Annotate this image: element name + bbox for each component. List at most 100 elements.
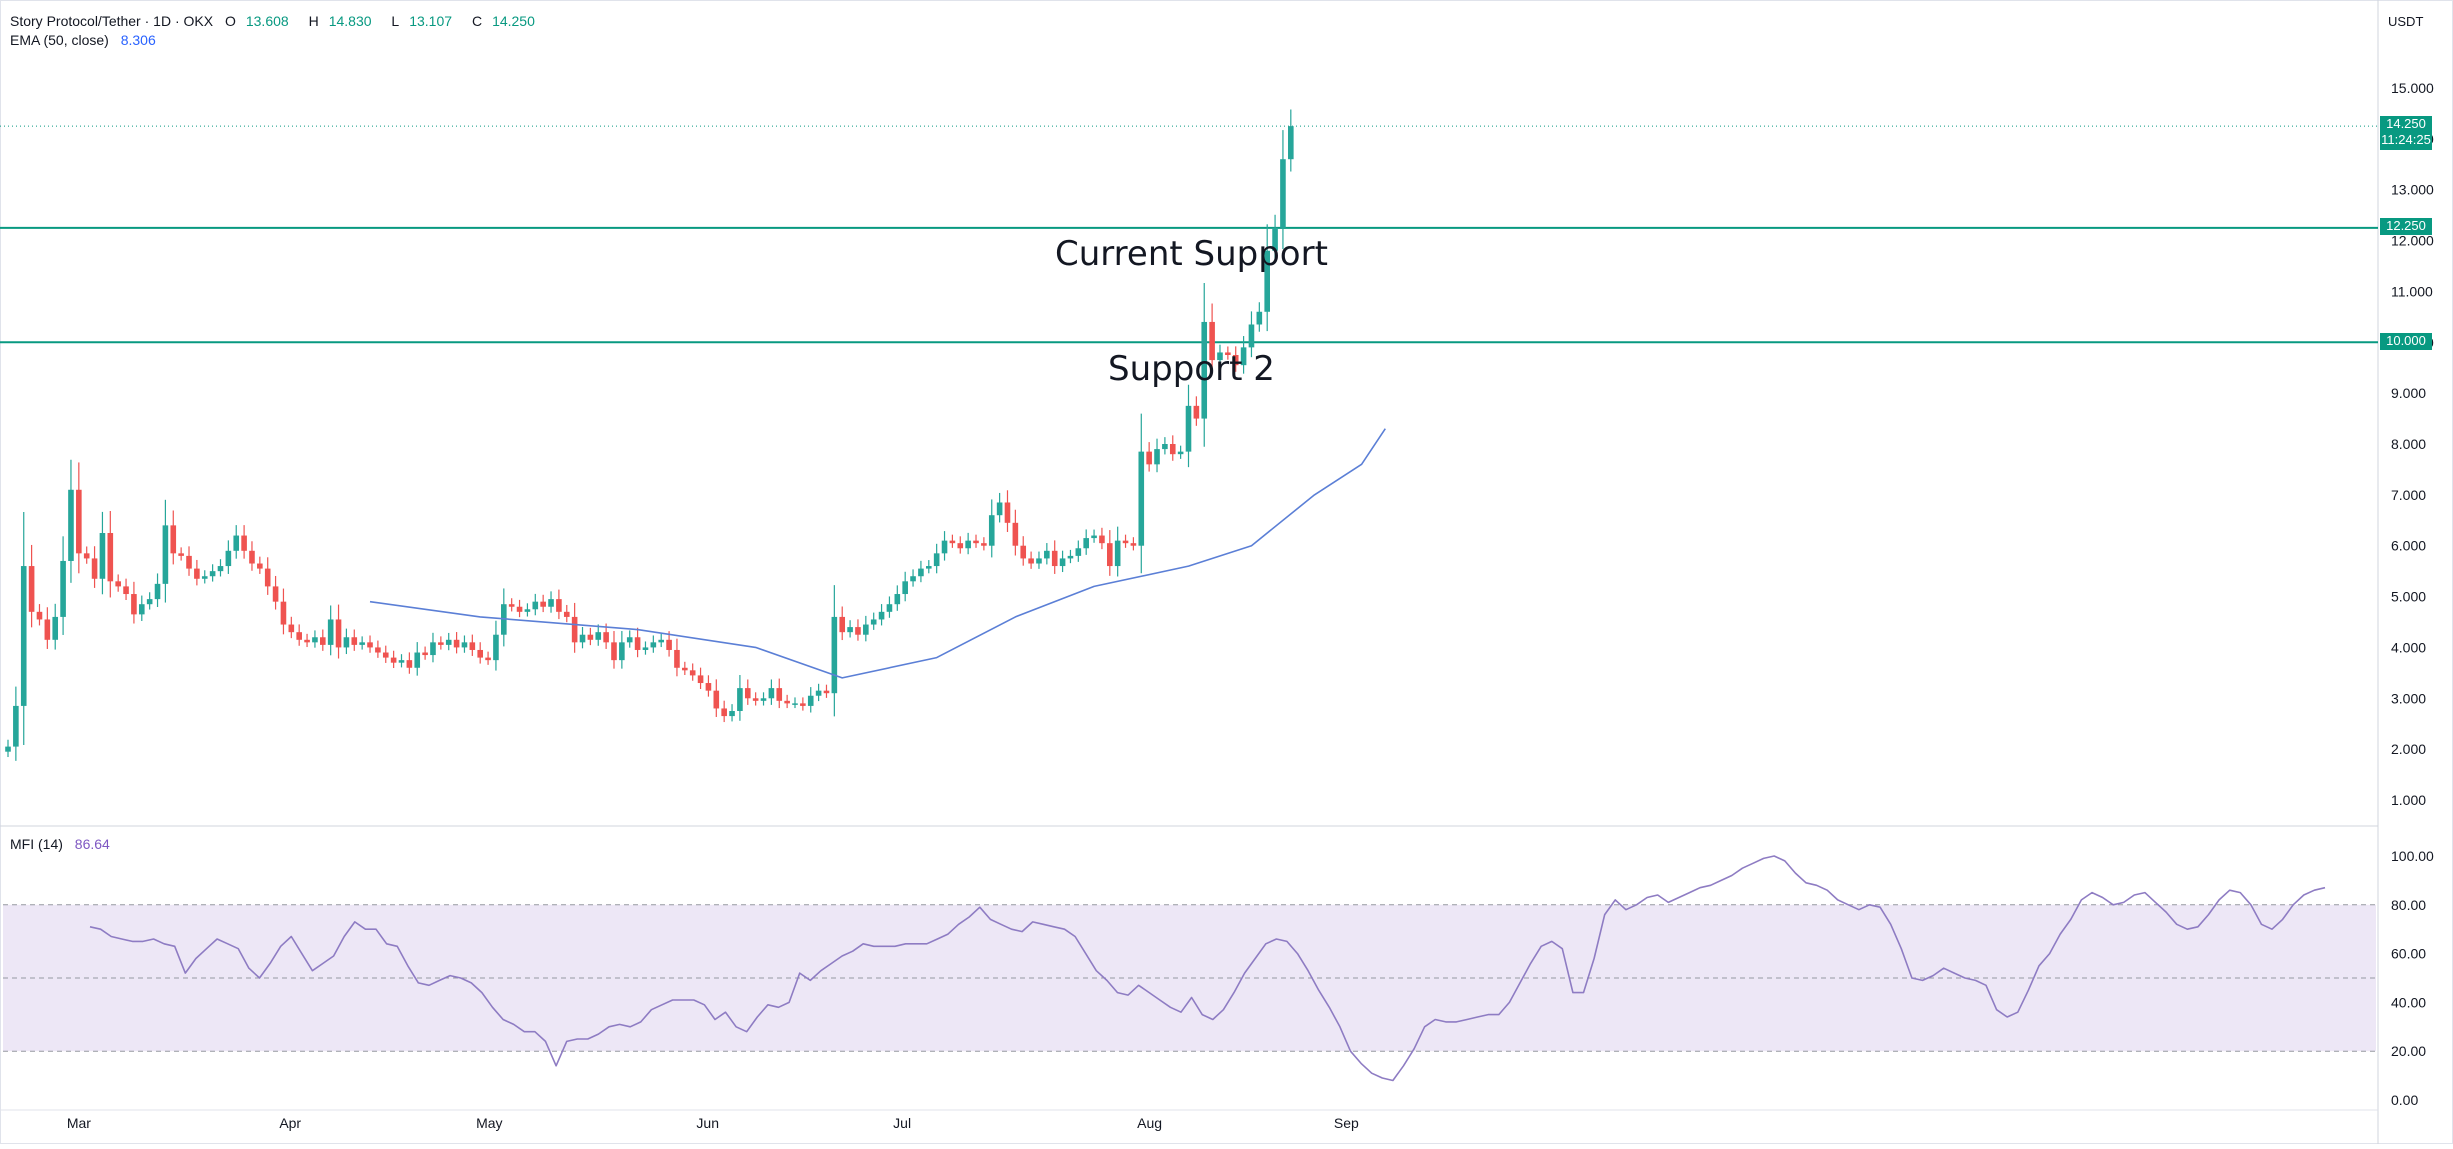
mfi-legend[interactable]: MFI (14) 86.64 — [10, 836, 118, 852]
candle — [1099, 527, 1105, 550]
candle-body — [477, 649, 483, 658]
ema-legend[interactable]: EMA (50, close) 8.306 — [10, 32, 164, 48]
candle-body — [272, 586, 279, 602]
candle-body — [406, 660, 413, 668]
currency-label[interactable]: USDT — [2388, 14, 2424, 29]
symbol-title[interactable]: Story Protocol/Tether · 1D · OKX — [10, 13, 214, 29]
candle-body — [737, 688, 743, 711]
candle-body — [225, 550, 232, 567]
candle — [1059, 550, 1066, 573]
candle — [1067, 549, 1074, 564]
candle — [894, 585, 901, 611]
price-tick-label: 15.000 — [2391, 80, 2434, 96]
candle — [107, 511, 114, 598]
candle — [5, 739, 11, 758]
candle-body — [650, 642, 657, 648]
candle-body — [1012, 522, 1019, 546]
candle-body — [1107, 543, 1113, 567]
time-tick-label: May — [476, 1115, 502, 1131]
candle-body — [335, 619, 342, 648]
last-price-value: 14.250 — [2386, 116, 2426, 131]
support-level-2-tag: 10.000 — [2380, 333, 2432, 350]
candle-body — [485, 657, 491, 661]
candle-body — [1177, 451, 1184, 455]
candle-body — [1264, 250, 1270, 312]
candle — [666, 631, 672, 657]
candle-body — [1059, 558, 1066, 567]
support-2-annotation[interactable]: Support 2 — [1108, 349, 1275, 389]
candle — [170, 510, 177, 565]
candle — [123, 578, 129, 601]
candle — [209, 564, 216, 582]
candle — [721, 700, 727, 723]
candle-body — [784, 700, 790, 704]
candle-body — [422, 652, 428, 656]
candle-body — [768, 688, 775, 699]
candle-body — [1138, 451, 1145, 546]
high-number: 14.830 — [328, 13, 372, 29]
candle — [705, 675, 712, 697]
candle-body — [973, 540, 979, 544]
candle — [493, 620, 499, 671]
candle-body — [60, 560, 66, 617]
candle-body — [697, 675, 704, 684]
candle — [272, 575, 279, 610]
candle — [1138, 413, 1145, 574]
candle-body — [1272, 227, 1278, 251]
candle — [532, 593, 539, 616]
candle-body — [68, 489, 74, 561]
candle — [146, 592, 153, 610]
candle-body — [493, 634, 499, 661]
candle-body — [1099, 535, 1105, 544]
candle — [60, 536, 66, 635]
candle-body — [902, 581, 908, 595]
candle-body — [634, 637, 641, 650]
candle — [697, 667, 704, 690]
price-tick-label: 11.000 — [2391, 283, 2433, 299]
candle — [981, 537, 987, 551]
candle — [1020, 536, 1027, 566]
candle-body — [800, 703, 806, 706]
candle — [925, 560, 932, 574]
candle — [453, 632, 460, 654]
candle-body — [162, 525, 169, 584]
candle — [382, 645, 389, 663]
candle-body — [933, 553, 940, 567]
price-tick-label: 3.000 — [2391, 690, 2426, 706]
candle — [335, 604, 342, 659]
candle-body — [548, 599, 554, 607]
candle — [650, 635, 657, 653]
candles-group — [5, 109, 1294, 761]
candle — [1193, 396, 1200, 426]
candle-body — [131, 594, 137, 615]
candle — [957, 536, 964, 554]
candle — [438, 636, 444, 650]
last-price-tag: 14.250 11:24:25 — [2380, 116, 2432, 150]
mfi-line — [89, 855, 2326, 1082]
candle — [744, 679, 751, 705]
candle — [233, 525, 240, 559]
candle — [1209, 303, 1215, 374]
candle-body — [296, 632, 302, 640]
mfi-tick-label: 100.00 — [2391, 848, 2434, 864]
candle — [1107, 530, 1113, 576]
candle — [556, 589, 562, 620]
candle — [1169, 435, 1176, 461]
candle-body — [264, 568, 271, 587]
candle-body — [689, 670, 696, 676]
candle-body — [91, 558, 98, 579]
candle-body — [619, 642, 625, 661]
candle — [1240, 336, 1247, 374]
candle — [784, 694, 790, 709]
candle — [359, 636, 365, 650]
candle — [36, 604, 43, 626]
mfi-value: 86.64 — [74, 836, 110, 852]
candle-body — [910, 576, 916, 582]
candle — [540, 594, 546, 613]
close-value: C 14.250 — [472, 13, 543, 29]
price-tick-label: 8.000 — [2391, 436, 2426, 452]
candle — [217, 559, 224, 577]
candle-body — [925, 566, 932, 569]
current-support-annotation[interactable]: Current Support — [1055, 234, 1328, 274]
